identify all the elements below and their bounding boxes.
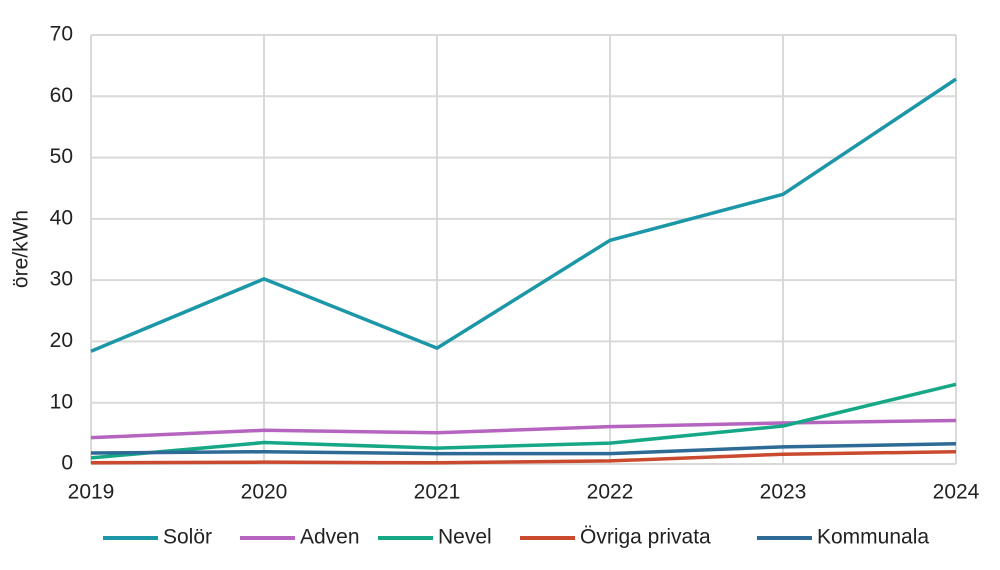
series-line xyxy=(90,77,957,353)
y-tick-label: 40 xyxy=(50,206,73,229)
y-tick-label: 70 xyxy=(50,23,73,46)
legend-label: Kommunala xyxy=(817,526,929,549)
y-tick-label: 60 xyxy=(50,84,73,107)
legend-label: Adven xyxy=(300,526,360,549)
x-tick-label: 2022 xyxy=(587,481,634,504)
x-tick-label: 2019 xyxy=(68,481,115,504)
series-line xyxy=(90,449,957,465)
legend-label: Övriga privata xyxy=(580,526,711,549)
y-tick-label: 0 xyxy=(61,452,73,475)
y-tick-label: 10 xyxy=(50,390,73,413)
x-tick-label: 2024 xyxy=(933,481,980,504)
legend-label: Nevel xyxy=(438,526,492,549)
series-line xyxy=(90,382,957,460)
y-tick-label: 50 xyxy=(50,145,73,168)
x-tick-label: 2021 xyxy=(414,481,461,504)
series-line xyxy=(90,418,957,440)
y-tick-label: 30 xyxy=(50,268,73,291)
x-tick-label: 2020 xyxy=(241,481,288,504)
y-axis-label: öre/kWh xyxy=(10,210,33,288)
y-tick-label: 20 xyxy=(50,329,73,352)
series-line xyxy=(90,442,957,456)
legend-label: Solör xyxy=(163,526,212,549)
x-tick-label: 2023 xyxy=(760,481,807,504)
